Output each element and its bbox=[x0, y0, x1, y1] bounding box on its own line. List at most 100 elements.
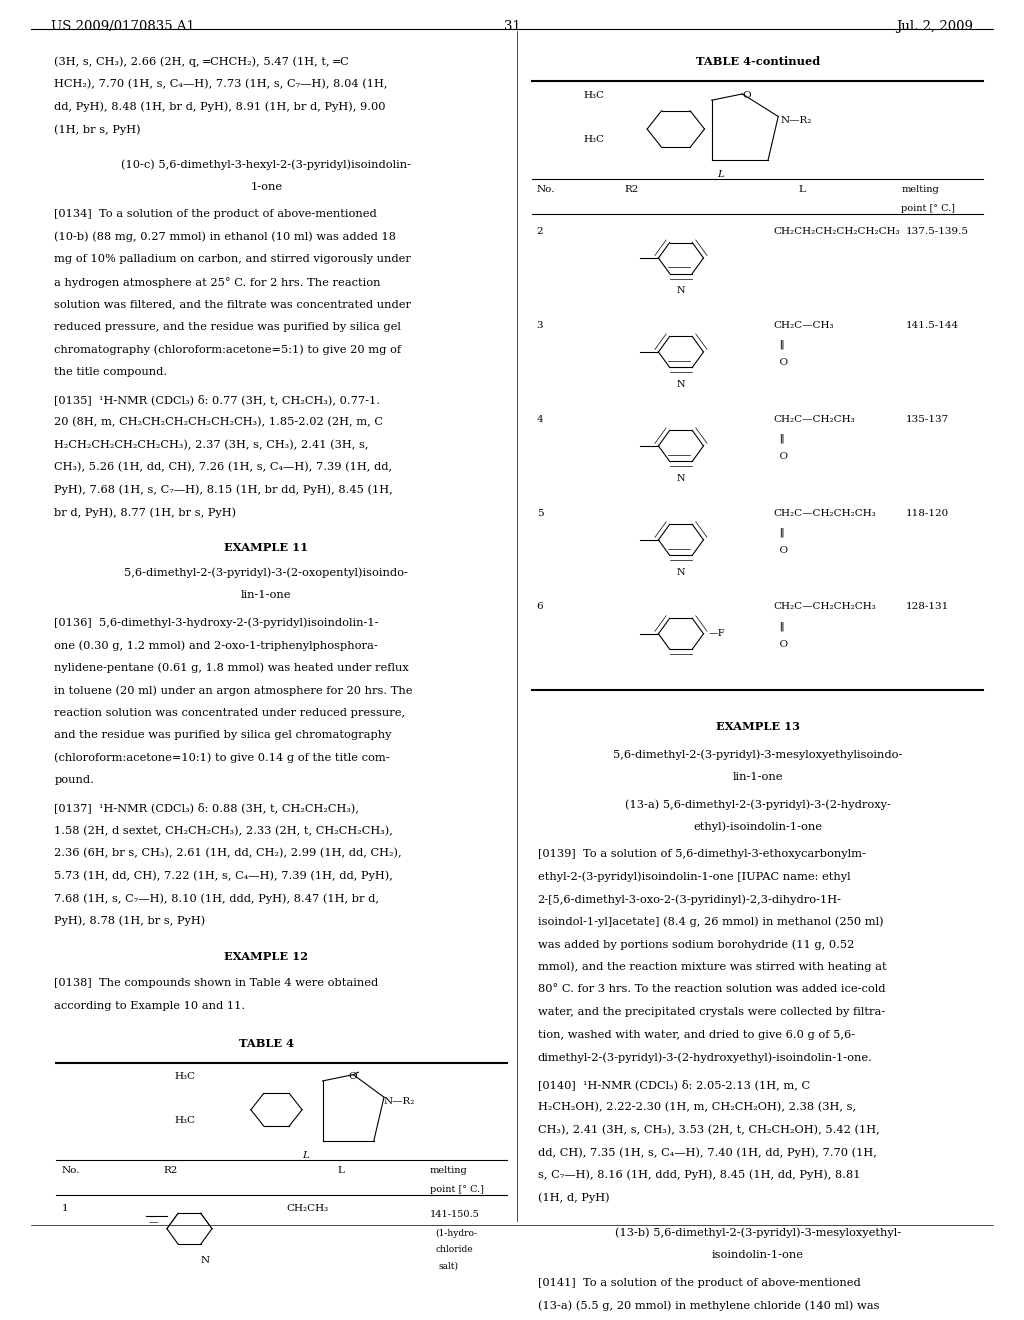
Text: a hydrogen atmosphere at 25° C. for 2 hrs. The reaction: a hydrogen atmosphere at 25° C. for 2 hr… bbox=[54, 277, 381, 288]
Text: —: — bbox=[148, 1218, 159, 1228]
Text: O: O bbox=[773, 453, 788, 461]
Text: lin-1-one: lin-1-one bbox=[732, 772, 783, 781]
Text: 4: 4 bbox=[537, 414, 543, 424]
Text: 135-137: 135-137 bbox=[906, 414, 949, 424]
Text: CH₂C—CH₂CH₃: CH₂C—CH₂CH₃ bbox=[773, 414, 855, 424]
Text: CH₃), 2.41 (3H, s, CH₃), 3.53 (2H, t, CH₂CH₂OH), 5.42 (1H,: CH₃), 2.41 (3H, s, CH₃), 3.53 (2H, t, CH… bbox=[538, 1125, 880, 1135]
Text: melting: melting bbox=[901, 185, 939, 194]
Text: [0137]  ¹H-NMR (CDCl₃) δ: 0.88 (3H, t, CH₂CH₂CH₃),: [0137] ¹H-NMR (CDCl₃) δ: 0.88 (3H, t, CH… bbox=[54, 803, 359, 813]
Text: br d, PyH), 8.77 (1H, br s, PyH): br d, PyH), 8.77 (1H, br s, PyH) bbox=[54, 507, 237, 517]
Text: lin-1-one: lin-1-one bbox=[241, 590, 292, 599]
Text: N: N bbox=[677, 474, 685, 483]
Text: salt): salt) bbox=[438, 1262, 459, 1270]
Text: reaction solution was concentrated under reduced pressure,: reaction solution was concentrated under… bbox=[54, 708, 406, 718]
Text: (13-b) 5,6-dimethyl-2-(3-pyridyl)-3-mesyloxyethyl-: (13-b) 5,6-dimethyl-2-(3-pyridyl)-3-mesy… bbox=[614, 1228, 901, 1238]
Text: reduced pressure, and the residue was purified by silica gel: reduced pressure, and the residue was pu… bbox=[54, 322, 401, 331]
Text: N—R₂: N—R₂ bbox=[384, 1097, 416, 1106]
Text: O: O bbox=[773, 640, 788, 649]
Text: 1: 1 bbox=[61, 1204, 68, 1213]
Text: CH₂C—CH₃: CH₂C—CH₃ bbox=[773, 321, 834, 330]
Text: water, and the precipitated crystals were collected by filtra-: water, and the precipitated crystals wer… bbox=[538, 1007, 885, 1016]
Text: TABLE 4: TABLE 4 bbox=[239, 1039, 294, 1049]
Text: 5,6-dimethyl-2-(3-pyridyl)-3-(2-oxopentyl)isoindo-: 5,6-dimethyl-2-(3-pyridyl)-3-(2-oxopenty… bbox=[124, 568, 409, 578]
Text: (10-b) (88 mg, 0.27 mmol) in ethanol (10 ml) was added 18: (10-b) (88 mg, 0.27 mmol) in ethanol (10… bbox=[54, 232, 396, 243]
Text: 137.5-139.5: 137.5-139.5 bbox=[906, 227, 970, 236]
Text: 5: 5 bbox=[537, 508, 543, 517]
Text: point [° C.]: point [° C.] bbox=[901, 205, 955, 213]
Text: 2.36 (6H, br s, CH₃), 2.61 (1H, dd, CH₂), 2.99 (1H, dd, CH₂),: 2.36 (6H, br s, CH₃), 2.61 (1H, dd, CH₂)… bbox=[54, 847, 401, 858]
Text: ‖: ‖ bbox=[773, 433, 784, 444]
Text: dd, PyH), 8.48 (1H, br d, PyH), 8.91 (1H, br d, PyH), 9.00: dd, PyH), 8.48 (1H, br d, PyH), 8.91 (1H… bbox=[54, 102, 386, 112]
Text: L: L bbox=[338, 1166, 345, 1175]
Text: 20 (8H, m, CH₂CH₂CH₂CH₂CH₂CH₃), 1.85-2.02 (2H, m, C: 20 (8H, m, CH₂CH₂CH₂CH₂CH₂CH₃), 1.85-2.0… bbox=[54, 417, 383, 428]
Text: (10-c) 5,6-dimethyl-3-hexyl-2-(3-pyridyl)isoindolin-: (10-c) 5,6-dimethyl-3-hexyl-2-(3-pyridyl… bbox=[121, 160, 412, 170]
Text: N: N bbox=[677, 380, 685, 389]
Text: (1H, d, PyH): (1H, d, PyH) bbox=[538, 1192, 609, 1203]
Text: ‖: ‖ bbox=[773, 622, 784, 631]
Text: CH₂CH₃: CH₂CH₃ bbox=[287, 1204, 329, 1213]
Text: 1.58 (2H, d sextet, CH₂CH₂CH₃), 2.33 (2H, t, CH₂CH₂CH₃),: 1.58 (2H, d sextet, CH₂CH₂CH₃), 2.33 (2H… bbox=[54, 825, 393, 836]
Text: PyH), 7.68 (1H, s, C₇—H), 8.15 (1H, br dd, PyH), 8.45 (1H,: PyH), 7.68 (1H, s, C₇—H), 8.15 (1H, br d… bbox=[54, 484, 393, 495]
Text: 118-120: 118-120 bbox=[906, 508, 949, 517]
Text: [0141]  To a solution of the product of above-mentioned: [0141] To a solution of the product of a… bbox=[538, 1278, 860, 1287]
Text: 1-one: 1-one bbox=[250, 182, 283, 191]
Text: 6: 6 bbox=[537, 602, 543, 611]
Text: 31: 31 bbox=[504, 20, 520, 33]
Text: 80° C. for 3 hrs. To the reaction solution was added ice-cold: 80° C. for 3 hrs. To the reaction soluti… bbox=[538, 985, 885, 994]
Text: dimethyl-2-(3-pyridyl)-3-(2-hydroxyethyl)-isoindolin-1-one.: dimethyl-2-(3-pyridyl)-3-(2-hydroxyethyl… bbox=[538, 1052, 872, 1063]
Text: (13-a) 5,6-dimethyl-2-(3-pyridyl)-3-(2-hydroxy-: (13-a) 5,6-dimethyl-2-(3-pyridyl)-3-(2-h… bbox=[625, 799, 891, 809]
Text: 128-131: 128-131 bbox=[906, 602, 949, 611]
Text: N: N bbox=[677, 286, 685, 294]
Text: in toluene (20 ml) under an argon atmosphere for 20 hrs. The: in toluene (20 ml) under an argon atmosp… bbox=[54, 685, 413, 696]
Text: R2: R2 bbox=[164, 1166, 178, 1175]
Text: melting: melting bbox=[430, 1166, 468, 1175]
Text: CH₂CH₂CH₂CH₂CH₂CH₃: CH₂CH₂CH₂CH₂CH₂CH₃ bbox=[773, 227, 900, 236]
Text: CH₃), 5.26 (1H, dd, CH), 7.26 (1H, s, C₄—H), 7.39 (1H, dd,: CH₃), 5.26 (1H, dd, CH), 7.26 (1H, s, C₄… bbox=[54, 462, 392, 473]
Text: TABLE 4-continued: TABLE 4-continued bbox=[695, 57, 820, 67]
Text: chloride: chloride bbox=[435, 1245, 473, 1254]
Text: O: O bbox=[742, 91, 751, 100]
Text: EXAMPLE 11: EXAMPLE 11 bbox=[224, 543, 308, 553]
Text: N: N bbox=[201, 1257, 210, 1266]
Text: N: N bbox=[677, 568, 685, 577]
Text: [0135]  ¹H-NMR (CDCl₃) δ: 0.77 (3H, t, CH₂CH₃), 0.77-1.: [0135] ¹H-NMR (CDCl₃) δ: 0.77 (3H, t, CH… bbox=[54, 395, 380, 405]
Text: US 2009/0170835 A1: US 2009/0170835 A1 bbox=[51, 20, 196, 33]
Text: s, C₇—H), 8.16 (1H, ddd, PyH), 8.45 (1H, dd, PyH), 8.81: s, C₇—H), 8.16 (1H, ddd, PyH), 8.45 (1H,… bbox=[538, 1170, 860, 1180]
Text: No.: No. bbox=[61, 1166, 80, 1175]
Text: (1-hydro-: (1-hydro- bbox=[435, 1229, 477, 1238]
Text: nylidene-pentane (0.61 g, 1.8 mmol) was heated under reflux: nylidene-pentane (0.61 g, 1.8 mmol) was … bbox=[54, 663, 409, 673]
Text: ethyl-2-(3-pyridyl)isoindolin-1-one [IUPAC name: ethyl: ethyl-2-(3-pyridyl)isoindolin-1-one [IUP… bbox=[538, 871, 850, 882]
Text: (3H, s, CH₃), 2.66 (2H, q, ═CHCH₂), 5.47 (1H, t, ═C: (3H, s, CH₃), 2.66 (2H, q, ═CHCH₂), 5.47… bbox=[54, 57, 349, 67]
Text: —F: —F bbox=[709, 630, 725, 639]
Text: PyH), 8.78 (1H, br s, PyH): PyH), 8.78 (1H, br s, PyH) bbox=[54, 916, 206, 927]
Text: according to Example 10 and 11.: according to Example 10 and 11. bbox=[54, 1001, 246, 1011]
Text: L: L bbox=[717, 170, 724, 180]
Text: 141.5-144: 141.5-144 bbox=[906, 321, 959, 330]
Text: pound.: pound. bbox=[54, 775, 94, 785]
Text: 5,6-dimethyl-2-(3-pyridyl)-3-mesyloxyethylisoindo-: 5,6-dimethyl-2-(3-pyridyl)-3-mesyloxyeth… bbox=[613, 748, 902, 759]
Text: and the residue was purified by silica gel chromatography: and the residue was purified by silica g… bbox=[54, 730, 392, 741]
Text: R2: R2 bbox=[625, 185, 639, 194]
Text: solution was filtered, and the filtrate was concentrated under: solution was filtered, and the filtrate … bbox=[54, 300, 412, 309]
Text: one (0.30 g, 1.2 mmol) and 2-oxo-1-triphenylphosphora-: one (0.30 g, 1.2 mmol) and 2-oxo-1-triph… bbox=[54, 640, 378, 651]
Text: EXAMPLE 12: EXAMPLE 12 bbox=[224, 950, 308, 962]
Text: CH₂C—CH₂CH₂CH₃: CH₂C—CH₂CH₂CH₃ bbox=[773, 508, 876, 517]
Text: L: L bbox=[799, 185, 806, 194]
Text: [0134]  To a solution of the product of above-mentioned: [0134] To a solution of the product of a… bbox=[54, 209, 377, 219]
Text: H₂CH₂CH₂CH₂CH₂CH₃), 2.37 (3H, s, CH₃), 2.41 (3H, s,: H₂CH₂CH₂CH₂CH₂CH₃), 2.37 (3H, s, CH₃), 2… bbox=[54, 440, 369, 450]
Text: isoindol-1-yl]acetate] (8.4 g, 26 mmol) in methanol (250 ml): isoindol-1-yl]acetate] (8.4 g, 26 mmol) … bbox=[538, 917, 884, 928]
Text: ‖: ‖ bbox=[773, 339, 784, 348]
Text: H₃C: H₃C bbox=[174, 1115, 196, 1125]
Text: dd, CH), 7.35 (1H, s, C₄—H), 7.40 (1H, dd, PyH), 7.70 (1H,: dd, CH), 7.35 (1H, s, C₄—H), 7.40 (1H, d… bbox=[538, 1147, 877, 1158]
Text: mmol), and the reaction mixture was stirred with heating at: mmol), and the reaction mixture was stir… bbox=[538, 962, 886, 973]
Text: HCH₂), 7.70 (1H, s, C₄—H), 7.73 (1H, s, C₇—H), 8.04 (1H,: HCH₂), 7.70 (1H, s, C₄—H), 7.73 (1H, s, … bbox=[54, 79, 388, 90]
Text: No.: No. bbox=[537, 185, 555, 194]
Text: H₃C: H₃C bbox=[174, 1072, 196, 1081]
Text: CH₂C—CH₂CH₂CH₃: CH₂C—CH₂CH₂CH₃ bbox=[773, 602, 876, 611]
Text: 3: 3 bbox=[537, 321, 543, 330]
Text: [0138]  The compounds shown in Table 4 were obtained: [0138] The compounds shown in Table 4 we… bbox=[54, 978, 379, 989]
Text: [0136]  5,6-dimethyl-3-hydroxy-2-(3-pyridyl)isoindolin-1-: [0136] 5,6-dimethyl-3-hydroxy-2-(3-pyrid… bbox=[54, 618, 379, 628]
Text: O: O bbox=[773, 358, 788, 367]
Text: ‖: ‖ bbox=[773, 527, 784, 537]
Text: mg of 10% palladium on carbon, and stirred vigorously under: mg of 10% palladium on carbon, and stirr… bbox=[54, 255, 412, 264]
